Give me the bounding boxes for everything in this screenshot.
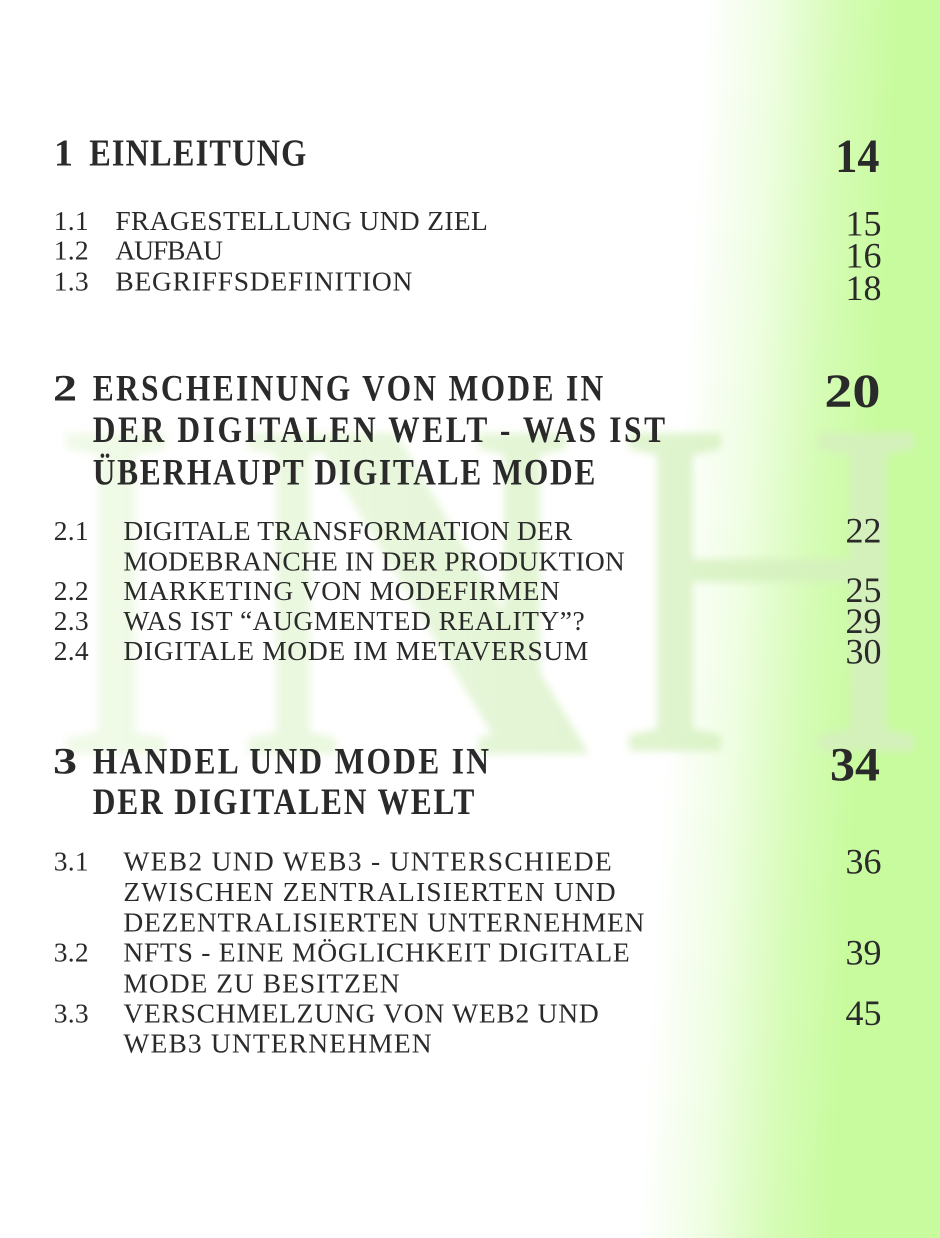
svg-text:1: 1 <box>54 133 73 175</box>
svg-text:ERSCHEINUNG VON MODE IN: ERSCHEINUNG VON MODE IN <box>93 368 606 409</box>
svg-text:3.2: 3.2 <box>54 937 89 968</box>
svg-text:3.3: 3.3 <box>54 998 89 1029</box>
svg-text:VERSCHMELZUNG VON WEB2 UND: VERSCHMELZUNG VON WEB2 UND <box>123 998 599 1029</box>
svg-text:36: 36 <box>846 842 882 882</box>
svg-text:MODEBRANCHE IN DER PRODUKTION: MODEBRANCHE IN DER PRODUKTION <box>123 545 625 576</box>
svg-text:34: 34 <box>830 737 880 791</box>
svg-text:BEGRIFFSDEFINITION: BEGRIFFSDEFINITION <box>115 265 413 296</box>
svg-text:WAS IST “AUGMENTED REALITY”?: WAS IST “AUGMENTED REALITY”? <box>123 605 585 636</box>
svg-text:MODE ZU BESITZEN: MODE ZU BESITZEN <box>123 967 400 998</box>
svg-text:WEB3 UNTERNEHMEN: WEB3 UNTERNEHMEN <box>123 1028 432 1059</box>
svg-text:MARKETING VON MODEFIRMEN: MARKETING VON MODEFIRMEN <box>123 575 560 606</box>
svg-text:FRAGESTELLUNG UND ZIEL: FRAGESTELLUNG UND ZIEL <box>115 205 488 236</box>
svg-text:DEZENTRALISIERTEN UNTERNEHMEN: DEZENTRALISIERTEN UNTERNEHMEN <box>123 907 645 938</box>
svg-text:22: 22 <box>846 510 882 550</box>
svg-text:NFTS - EINE MÖGLICHKEIT DIGITA: NFTS - EINE MÖGLICHKEIT DIGITALE <box>123 937 630 968</box>
svg-text:2.4: 2.4 <box>54 635 89 666</box>
svg-text:3.1: 3.1 <box>54 846 89 877</box>
svg-text:DER DIGITALEN WELT - WAS IST: DER DIGITALEN WELT - WAS IST <box>93 410 668 451</box>
svg-text:DIGITALE MODE IM METAVERSUM: DIGITALE MODE IM METAVERSUM <box>123 635 589 666</box>
svg-text:20: 20 <box>824 365 880 418</box>
svg-text:DIGITALE TRANSFORMATION DER: DIGITALE TRANSFORMATION DER <box>123 515 572 546</box>
svg-text:30: 30 <box>846 632 882 672</box>
svg-text:16: 16 <box>846 236 882 276</box>
svg-text:ÜBERHAUPT DIGITALE MODE: ÜBERHAUPT DIGITALE MODE <box>93 452 597 493</box>
svg-text:39: 39 <box>846 933 882 973</box>
svg-text:2.1: 2.1 <box>54 515 89 546</box>
svg-text:29: 29 <box>846 601 882 641</box>
svg-text:HANDEL UND MODE IN: HANDEL UND MODE IN <box>93 741 492 782</box>
svg-text:2.3: 2.3 <box>54 605 89 636</box>
svg-text:EINLEITUNG: EINLEITUNG <box>89 132 307 174</box>
svg-text:2.2: 2.2 <box>54 575 89 606</box>
svg-text:AUFBAU: AUFBAU <box>115 235 223 266</box>
svg-text:1.2: 1.2 <box>54 235 89 266</box>
svg-text:1.1: 1.1 <box>54 205 89 236</box>
svg-text:25: 25 <box>846 570 882 610</box>
svg-text:2: 2 <box>53 369 77 410</box>
svg-text:DER DIGITALEN WELT: DER DIGITALEN WELT <box>93 782 477 823</box>
svg-text:45: 45 <box>846 993 882 1033</box>
svg-text:18: 18 <box>846 268 882 308</box>
svg-text:WEB2 UND WEB3 - UNTERSCHIEDE: WEB2 UND WEB3 - UNTERSCHIEDE <box>123 846 613 877</box>
svg-text:1.3: 1.3 <box>54 265 89 296</box>
svg-text:15: 15 <box>846 204 882 244</box>
svg-text:3: 3 <box>53 742 77 783</box>
svg-text:14: 14 <box>835 129 879 182</box>
svg-text:ZWISCHEN ZENTRALISIERTEN UND: ZWISCHEN ZENTRALISIERTEN UND <box>123 876 616 907</box>
